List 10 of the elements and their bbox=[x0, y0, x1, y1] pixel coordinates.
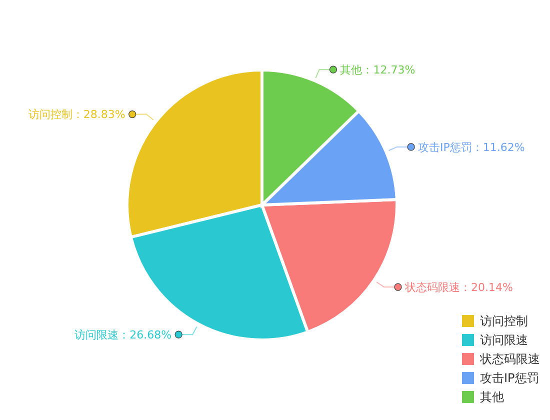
legend-label: 访问控制 bbox=[480, 314, 528, 328]
legend-label: 访问限速 bbox=[480, 333, 528, 348]
data-label: 访问控制：28.83% bbox=[28, 108, 126, 122]
data-label: 状态码限速：20.14% bbox=[404, 280, 513, 294]
legend-label: 状态码限速 bbox=[479, 352, 540, 366]
data-label: 攻击IP惩罚：11.62% bbox=[418, 140, 525, 154]
data-label: 其他：12.73% bbox=[340, 63, 416, 76]
data-label: 访问限速：26.68% bbox=[74, 328, 172, 342]
legend-label: 攻击IP惩罚 bbox=[480, 371, 539, 386]
legend-label: 其他 bbox=[480, 390, 504, 404]
